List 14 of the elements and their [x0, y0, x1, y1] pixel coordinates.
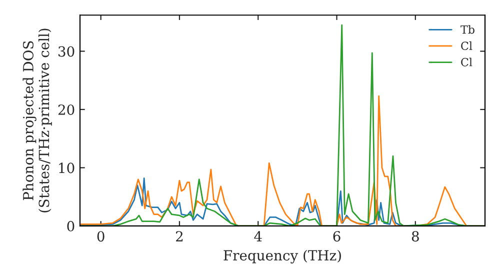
y-tick-label: 10 [59, 162, 74, 174]
legend-label: Tb [460, 25, 474, 34]
y-axis-title: Phonon projected DOS (States/THz·primitive cell) [22, 28, 52, 212]
legend-label: Cl [461, 41, 472, 50]
y-tick-label: 0 [67, 220, 74, 232]
x-tick-label: 0 [97, 231, 104, 242]
x-tick-label: 2 [176, 231, 183, 242]
y-tick-label: 20 [58, 104, 74, 115]
x-tick-label: 8 [412, 231, 419, 242]
legend-label: Cl [461, 58, 472, 66]
x-axis-title: Frequency (THz) [224, 250, 341, 264]
x-tick-label: 4 [254, 231, 262, 242]
y-tick-label: 30 [58, 46, 74, 57]
x-tick-label: 6 [333, 231, 340, 242]
